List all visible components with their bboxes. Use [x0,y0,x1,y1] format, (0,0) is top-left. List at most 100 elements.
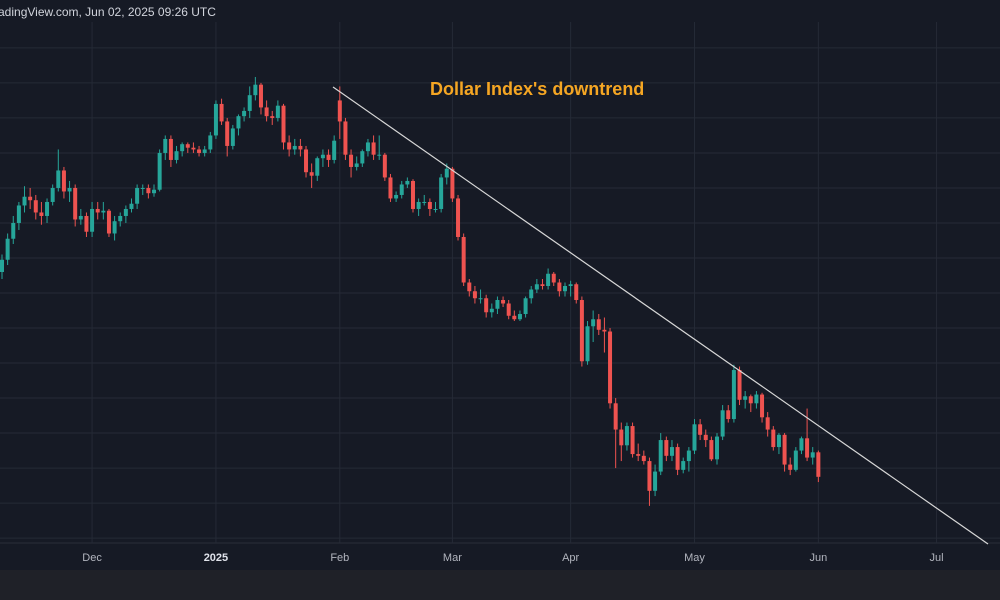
candle-body [816,452,821,477]
candle-body [129,203,134,209]
candle-body [681,461,686,470]
candle-body [202,149,207,153]
candle-body [185,144,190,148]
candle-body [630,426,635,455]
candle-body [579,300,584,362]
candle-body [61,170,66,192]
candle-body [320,154,325,159]
candle-body [371,142,376,155]
candle-body [444,168,449,178]
candle-body [410,180,415,209]
candle-body [805,438,810,458]
candle-body [540,284,545,287]
candle-body [472,291,477,299]
candle-body [11,222,16,239]
candle-body [608,331,613,404]
candle-body [501,300,506,304]
candle-body [675,447,680,470]
candle-body [788,464,793,470]
candle-body [73,187,78,220]
candle-body [731,370,736,420]
candle-body [743,396,748,400]
candle-body [157,152,162,190]
candle-body [253,84,258,96]
candle-body [360,151,365,164]
candle-body [33,200,38,213]
candle-body [388,177,393,199]
candle-body [382,154,387,178]
candle-body [101,210,106,213]
candle-body [163,138,168,153]
x-tick-label: May [684,552,705,564]
candle-body [326,154,331,160]
candle-body [168,138,173,160]
candle-body [546,273,551,287]
candle-body [624,426,629,446]
candle-body [292,145,297,150]
candle-body [563,286,567,292]
candle-body [529,289,534,299]
x-tick-label: Jul [930,552,944,564]
candle-body [56,170,61,188]
candle-body [439,177,444,209]
candle-body [686,450,691,462]
candle-body [433,208,438,210]
candle-body [349,154,354,167]
candle-body [39,212,44,216]
candle-body [760,394,765,418]
candle-body [669,447,674,456]
candle-body [715,436,720,460]
candle-body [5,238,10,260]
candle-body [422,201,427,203]
candle-body [765,417,770,430]
candle-body [585,326,590,362]
candle-body [484,298,489,313]
candle-body [106,210,111,234]
candle-body [242,110,247,117]
candle-body [461,236,466,283]
candle-body [574,284,579,301]
candle-body [28,196,33,201]
candle-body [174,151,179,160]
candle-body [478,298,483,300]
candle-body [270,116,275,118]
candle-body [810,452,815,458]
candle-body [208,135,213,150]
candle-body [287,142,292,150]
candle-body [427,201,432,209]
candle-body [118,215,123,222]
candle-body [219,103,224,122]
candle-body [354,163,359,167]
candle-body [45,201,50,216]
candle-body [337,100,342,122]
candle-body [793,450,798,470]
candle-body [799,438,804,451]
candle-body [641,455,646,462]
candle-body [67,187,72,192]
candle-body [512,315,517,320]
x-tick-label: Dec [82,552,102,564]
candle-body [332,140,337,160]
candle-body [95,208,100,213]
candle-body [776,434,781,448]
candle-body [737,370,742,400]
candle-body [726,410,731,420]
candle-body [298,145,303,150]
candle-body [123,208,128,216]
candle-body [591,319,596,327]
candle-body [748,396,753,404]
candle-body [230,128,235,146]
x-tick-label: Jun [809,552,827,564]
candle-body [456,198,461,237]
candle-body [720,410,725,437]
candle-body [416,201,421,209]
candle-body [568,284,573,287]
candle-body [698,424,703,435]
candle-body [450,168,455,199]
candle-body [22,196,27,206]
candle-body [619,429,624,446]
candle-body [281,105,286,143]
